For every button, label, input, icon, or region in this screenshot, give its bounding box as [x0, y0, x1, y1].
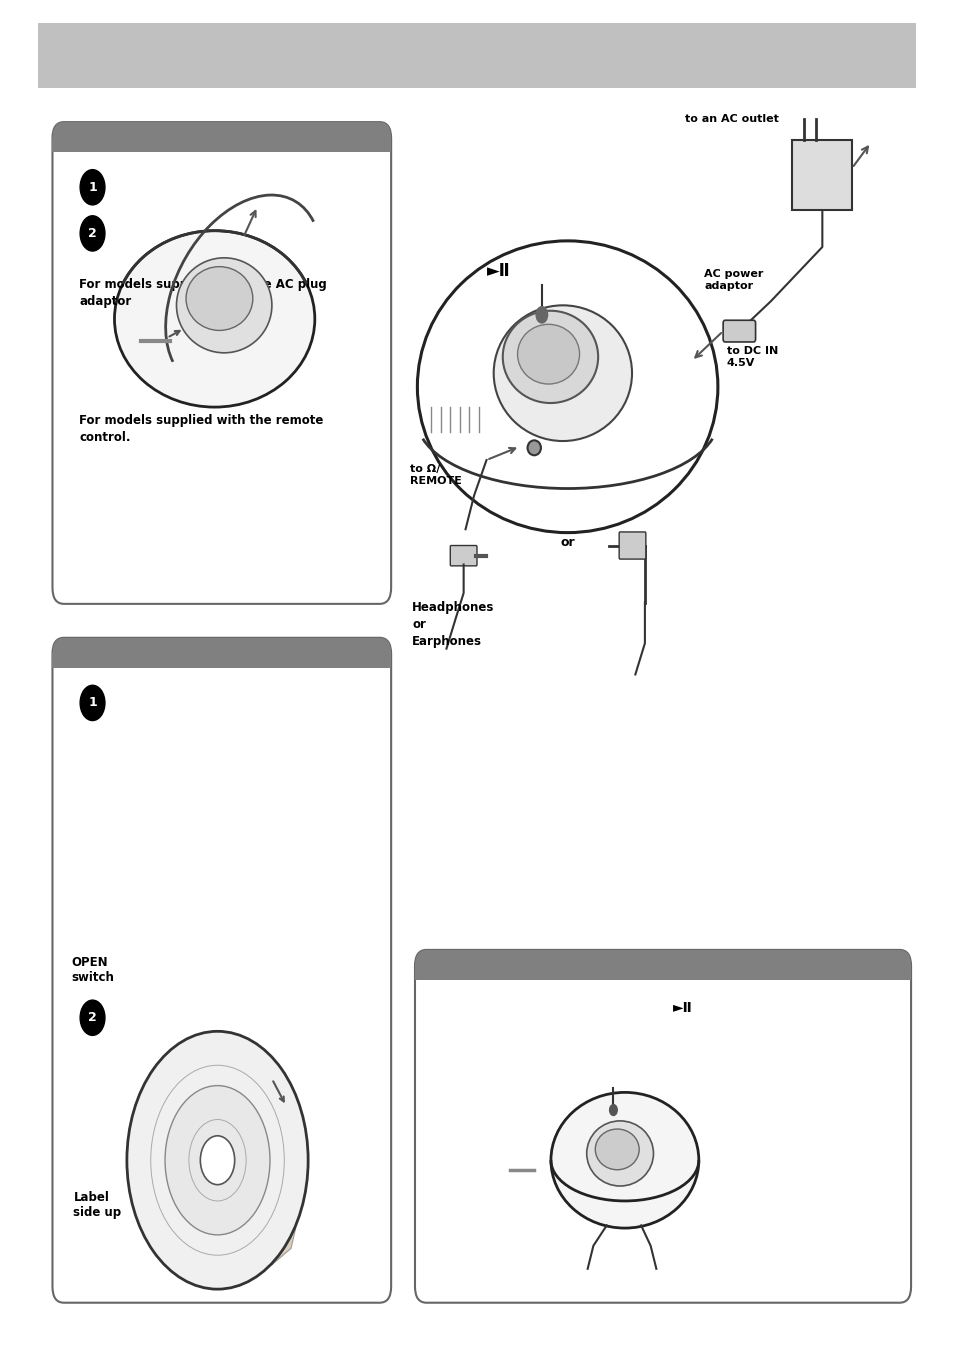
Ellipse shape [517, 324, 578, 384]
Text: ►Ⅱ: ►Ⅱ [672, 1001, 692, 1015]
FancyBboxPatch shape [450, 546, 476, 566]
Polygon shape [162, 1201, 295, 1269]
FancyBboxPatch shape [415, 950, 910, 980]
FancyBboxPatch shape [618, 532, 645, 559]
Text: Headphones
or
Earphones: Headphones or Earphones [412, 601, 494, 649]
Ellipse shape [502, 311, 598, 403]
Bar [415, 965, 910, 980]
Text: Label
side up: Label side up [73, 1191, 121, 1219]
FancyBboxPatch shape [52, 638, 391, 1303]
Text: ►Ⅱ: ►Ⅱ [486, 262, 510, 281]
Text: OPEN
switch: OPEN switch [71, 957, 114, 984]
Circle shape [165, 1086, 270, 1235]
Ellipse shape [416, 242, 717, 533]
Bar [791, 140, 851, 210]
Text: to Ω/
REMOTE: to Ω/ REMOTE [410, 464, 461, 487]
Ellipse shape [527, 440, 540, 456]
FancyBboxPatch shape [415, 950, 910, 1303]
Text: For models supplied with the AC plug
adaptor: For models supplied with the AC plug ada… [79, 278, 327, 308]
Ellipse shape [176, 258, 272, 353]
Circle shape [80, 1000, 105, 1035]
Circle shape [200, 1136, 234, 1185]
Text: 1: 1 [88, 180, 97, 194]
Text: 2: 2 [88, 227, 97, 240]
Text: AC power
adaptor: AC power adaptor [703, 269, 762, 292]
Bar [38, 23, 915, 88]
Text: For models supplied with the remote
control.: For models supplied with the remote cont… [79, 414, 323, 444]
Text: or: or [560, 536, 575, 550]
Text: 1: 1 [88, 696, 97, 710]
FancyBboxPatch shape [52, 122, 391, 604]
Circle shape [609, 1105, 617, 1115]
Circle shape [536, 307, 547, 323]
Circle shape [80, 170, 105, 205]
Ellipse shape [114, 231, 314, 407]
Text: to DC IN
4.5V: to DC IN 4.5V [726, 346, 778, 369]
Ellipse shape [494, 305, 631, 441]
Bar [52, 653, 391, 668]
Text: 2: 2 [88, 1011, 97, 1025]
Circle shape [80, 216, 105, 251]
Circle shape [80, 685, 105, 721]
Ellipse shape [595, 1129, 639, 1170]
Ellipse shape [186, 267, 253, 331]
FancyBboxPatch shape [52, 122, 391, 152]
FancyBboxPatch shape [722, 320, 755, 342]
Circle shape [127, 1031, 308, 1289]
Text: to an AC outlet: to an AC outlet [684, 114, 778, 125]
FancyBboxPatch shape [52, 638, 391, 668]
Bar [52, 137, 391, 152]
Ellipse shape [586, 1121, 653, 1186]
Ellipse shape [551, 1092, 698, 1228]
